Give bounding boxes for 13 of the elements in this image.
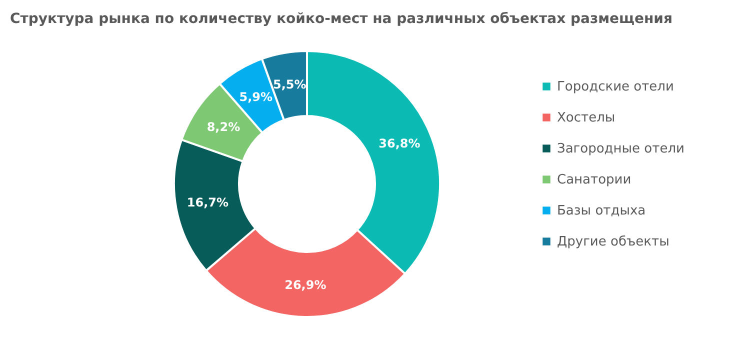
legend-label: Другие объекты xyxy=(557,234,670,250)
legend-label: Базы отдыха xyxy=(557,204,646,218)
legend-label: Загородные отели xyxy=(557,142,684,156)
data-label: 5,5% xyxy=(272,78,306,92)
data-label: 8,2% xyxy=(206,120,240,134)
legend-label: Санатории xyxy=(557,172,632,188)
legend-label: Городские отели xyxy=(557,80,674,94)
legend-label: Хостелы xyxy=(557,110,616,126)
data-label: 26,9% xyxy=(284,278,326,292)
data-label: 36,8% xyxy=(378,136,420,150)
chart-title: Структура рынка по количеству койко-мест на различных объектах размещения xyxy=(10,11,672,27)
data-label: 16,7% xyxy=(186,196,229,210)
data-label: 5,9% xyxy=(239,90,272,104)
